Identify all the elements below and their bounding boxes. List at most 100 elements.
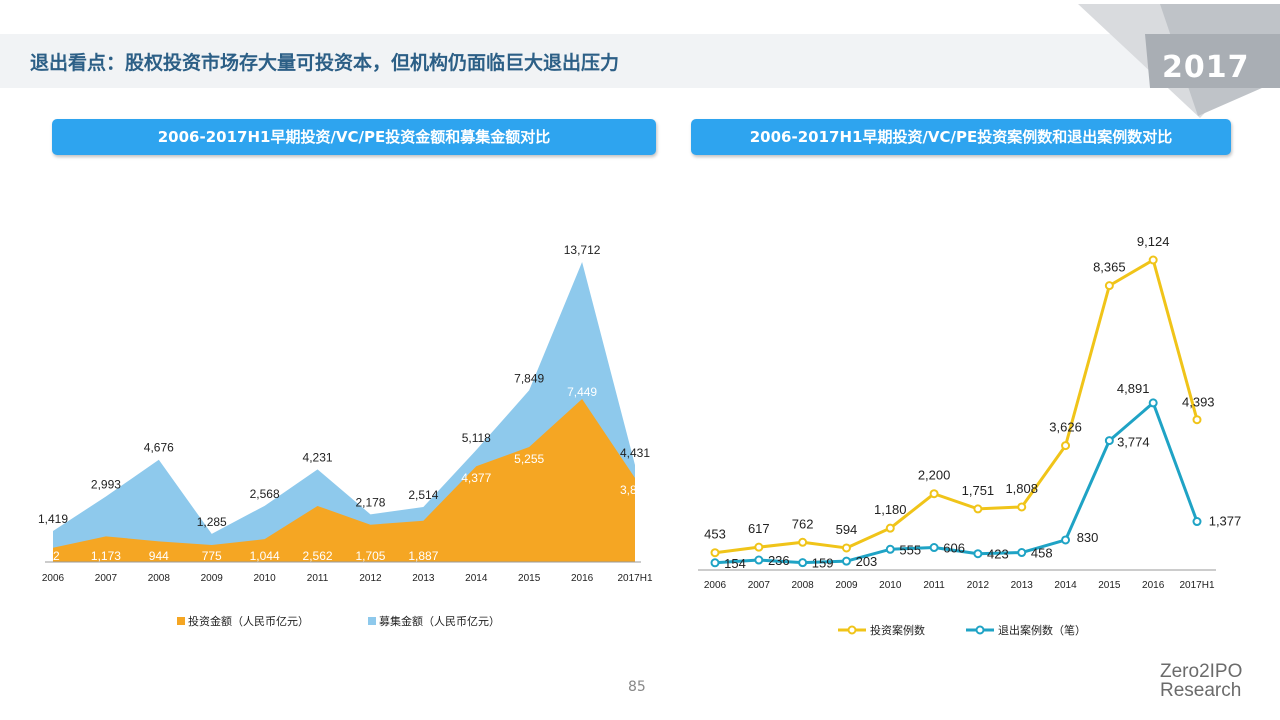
legend-label-exit-cases: 退出案例数（笔） (998, 623, 1086, 637)
x-tick-label: 2014 (1054, 580, 1077, 591)
x-tick-label: 2012 (967, 580, 990, 591)
fundraising-data-label: 5,118 (462, 431, 491, 445)
investment-data-label: 1,044 (250, 549, 280, 563)
investment-cases-label: 617 (748, 521, 770, 536)
investment-cases-label: 9,124 (1137, 234, 1170, 249)
exit-cases-point (1061, 535, 1071, 545)
logo-line-2: Research (1160, 680, 1242, 701)
exit-cases-point (798, 558, 808, 568)
title-band (0, 34, 1280, 88)
zero2ipo-logo: Zero2IPO Research (1160, 662, 1242, 700)
investment-data-label: 52 (46, 549, 60, 563)
fundraising-data-label: 13,712 (564, 243, 601, 257)
investment-cases-label: 4,393 (1182, 395, 1215, 410)
investment-cases-label: 1,808 (1005, 481, 1038, 496)
fundraising-data-label: 2,568 (250, 487, 280, 501)
exit-cases-line (714, 401, 1199, 565)
investment-cases-point (841, 543, 851, 553)
investment-cases-point (885, 523, 895, 533)
investment-cases-label: 2,200 (918, 468, 951, 483)
legend-label-investment-cases: 投资案例数 (870, 623, 925, 637)
investment-cases-point (754, 542, 764, 552)
x-tick-label: 2008 (148, 573, 171, 584)
exit-cases-label: 154 (724, 556, 746, 571)
investment-cases-point (1017, 502, 1027, 512)
legend-swatch-investment (177, 617, 185, 625)
x-tick-label: 2009 (201, 573, 224, 584)
fundraising-data-label: 2,993 (91, 478, 121, 492)
investment-data-label: 1,705 (355, 549, 385, 563)
page-title: 退出看点：股权投资市场存大量可投资本，但机构仍面临巨大退出压力 (30, 52, 620, 74)
exit-cases-point (710, 558, 720, 568)
investment-cases-point (973, 504, 983, 514)
year-badge: 2017 (1162, 50, 1250, 85)
x-tick-label: 2014 (465, 573, 488, 584)
investment-area (53, 399, 635, 562)
exit-cases-label: 3,774 (1117, 435, 1150, 450)
exit-cases-label: 555 (899, 542, 921, 557)
x-tick-label: 2007 (95, 573, 118, 584)
exit-cases-point (1148, 398, 1158, 408)
investment-data-label: 3,839 (620, 483, 650, 497)
legend-swatch-fundraising (368, 617, 376, 625)
fundraising-data-label: 7,849 (514, 371, 544, 385)
exit-cases-label: 830 (1077, 530, 1099, 545)
investment-cases-line (714, 258, 1199, 555)
x-tick-label: 2013 (412, 573, 435, 584)
exit-cases-label: 1,377 (1209, 514, 1242, 529)
investment-data-label: 1,173 (91, 549, 121, 563)
investment-cases-label: 594 (836, 522, 858, 537)
investment-cases-label: 3,626 (1049, 420, 1082, 435)
exit-cases-point (973, 549, 983, 559)
exit-cases-point (1104, 436, 1114, 446)
exit-cases-point (1017, 548, 1027, 558)
x-tick-label: 2006 (704, 580, 727, 591)
x-tick-label: 2013 (1011, 580, 1034, 591)
x-tick-label: 2017H1 (617, 573, 652, 584)
legend-marker-investment-cases (847, 625, 857, 635)
investment-cases-point (1061, 441, 1071, 451)
investment-cases-label: 1,751 (962, 483, 995, 498)
page-number: 85 (628, 679, 646, 695)
investment-cases-label: 1,180 (874, 502, 907, 517)
investment-data-label: 1,887 (408, 549, 438, 563)
x-tick-label: 2010 (879, 580, 902, 591)
exit-cases-label: 236 (768, 553, 790, 568)
investment-cases-point (798, 537, 808, 547)
x-tick-label: 2009 (835, 580, 858, 591)
investment-data-label: 4,377 (461, 471, 491, 485)
exit-cases-point (754, 555, 764, 565)
x-tick-label: 2007 (748, 580, 771, 591)
investment-cases-label: 453 (704, 527, 726, 542)
x-tick-label: 2017H1 (1179, 580, 1214, 591)
exit-cases-label: 458 (1031, 546, 1053, 561)
investment-data-label: 944 (149, 549, 169, 563)
exit-cases-label: 423 (987, 547, 1009, 562)
legend-label-fundraising: 募集金额（人民币亿元） (379, 614, 500, 628)
corner-decoration (1078, 4, 1280, 118)
left-chart-title: 2006-2017H1早期投资/VC/PE投资金额和募集金额对比 (52, 119, 656, 155)
exit-cases-point (929, 543, 939, 553)
legend-marker-exit-cases (975, 625, 985, 635)
x-tick-label: 2015 (1098, 580, 1121, 591)
exit-cases-point (841, 556, 851, 566)
legend-label-investment: 投资金额（人民币亿元） (188, 614, 309, 628)
x-tick-label: 2011 (923, 580, 945, 591)
x-tick-label: 2008 (792, 580, 815, 591)
fundraising-data-label: 1,419 (38, 512, 68, 526)
investment-cases-point (929, 489, 939, 499)
fundraising-data-label: 4,431 (620, 446, 650, 460)
fundraising-data-label: 2,178 (355, 495, 385, 509)
fundraising-data-label: 1,285 (197, 515, 227, 529)
investment-cases-label: 762 (792, 516, 814, 531)
fundraising-data-label: 4,676 (144, 441, 174, 455)
logo-line-1: Zero2IPO (1160, 661, 1243, 682)
investment-cases-point (1192, 415, 1202, 425)
exit-cases-label: 203 (856, 554, 878, 569)
x-tick-label: 2016 (1142, 580, 1165, 591)
x-tick-label: 2012 (359, 573, 382, 584)
x-tick-label: 2011 (307, 573, 329, 584)
investment-data-label: 5,255 (514, 452, 544, 466)
exit-cases-point (885, 544, 895, 554)
